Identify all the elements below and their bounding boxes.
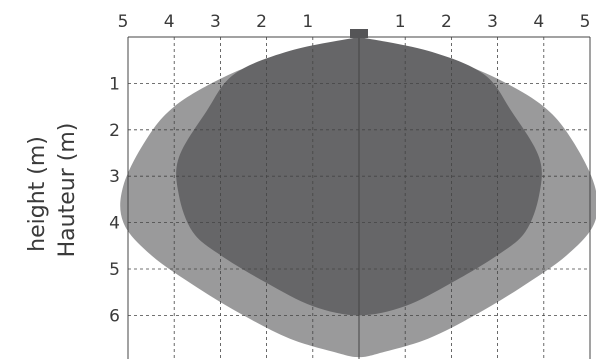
x-tick-label: 4 — [533, 12, 544, 32]
x-tick-label: 2 — [256, 12, 267, 32]
y-axis-title-en: height (m) — [25, 136, 50, 252]
x-tick-label: 4 — [164, 12, 175, 32]
y-tick-label: 3 — [109, 167, 120, 187]
x-tick-label: 1 — [302, 12, 313, 32]
x-axis-ticks: 5 4 3 2 1 1 2 3 4 5 — [118, 12, 591, 32]
y-tick-label: 2 — [109, 121, 120, 141]
grid-lines — [127, 36, 591, 359]
y-tick-label: 4 — [109, 214, 120, 234]
y-tick-label: 1 — [109, 74, 120, 94]
sensor-mount — [350, 29, 368, 38]
x-tick-label: 3 — [487, 12, 498, 32]
y-tick-label: 6 — [109, 306, 120, 326]
coverage-areas — [120, 37, 596, 358]
y-axis-title-fr: Hauteur (m) — [55, 123, 80, 258]
y-tick-label: 5 — [109, 260, 120, 280]
x-tick-label: 2 — [441, 12, 452, 32]
y-axis-ticks: 1 2 3 4 5 6 — [109, 74, 120, 326]
x-tick-label: 3 — [210, 12, 221, 32]
x-tick-label: 5 — [580, 12, 591, 32]
x-tick-label: 1 — [395, 12, 406, 32]
x-tick-label: 5 — [118, 12, 129, 32]
